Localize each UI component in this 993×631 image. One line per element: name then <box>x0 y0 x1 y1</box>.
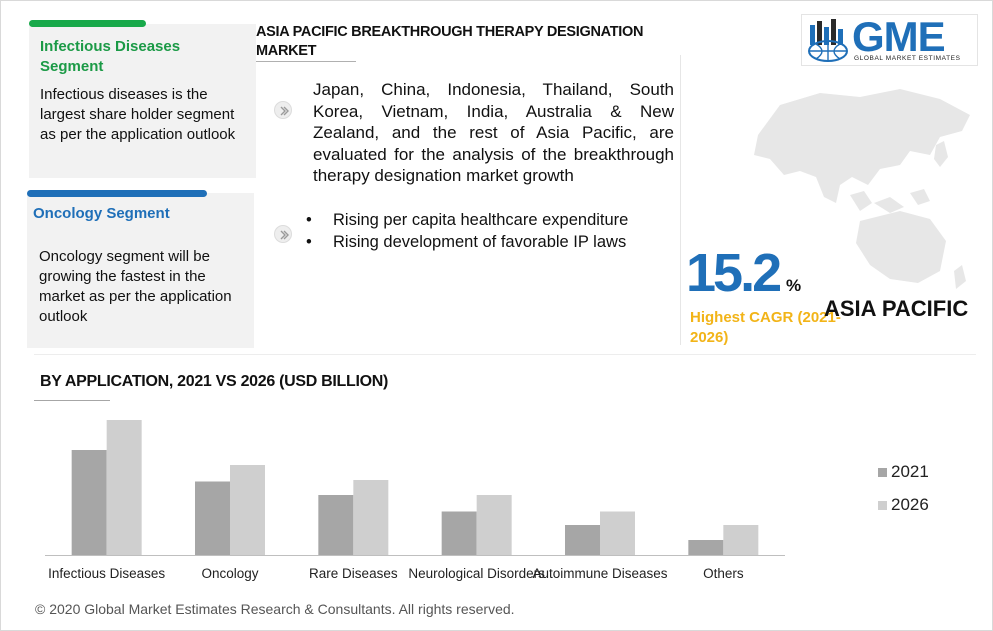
driver-item: Rising per capita healthcare expenditure <box>306 210 636 231</box>
region-label: ASIA PACIFIC <box>824 296 969 321</box>
card-accent-bar <box>29 20 146 27</box>
driver-item: Rising development of favorable IP laws <box>306 232 636 253</box>
copyright-footer: © 2020 Global Market Estimates Research … <box>35 601 515 617</box>
bar-2026-rare-diseases <box>353 480 389 555</box>
bar-2026-neurological-disorders <box>476 495 512 555</box>
infectious-diseases-card: Infectious Diseases Segment Infectious d… <box>29 20 256 178</box>
x-tick-label: Others <box>703 566 744 581</box>
bar-2021-rare-diseases <box>318 495 354 555</box>
legend-item-2021: 2021 <box>878 462 929 482</box>
bar-2026-oncology <box>230 465 265 555</box>
globe-building-icon <box>808 19 848 62</box>
asia-pacific-map <box>754 89 970 289</box>
gme-logo: GME GLOBAL MARKET ESTIMATES <box>801 13 978 66</box>
card-accent-bar <box>27 190 207 197</box>
bar-2021-autoimmune-diseases <box>565 525 600 555</box>
page-title: ASIA PACIFIC BREAKTHROUGH THERAPY DESIGN… <box>256 24 644 59</box>
logo-subtitle: GLOBAL MARKET ESTIMATES <box>854 55 961 62</box>
chevron-right-icon <box>274 225 292 243</box>
cagr-unit: % <box>786 276 802 295</box>
bar-2026-others <box>723 525 759 555</box>
legend-label: 2026 <box>891 495 929 514</box>
vertical-divider <box>680 55 681 345</box>
legend-swatch <box>878 467 887 477</box>
x-tick-label: Oncology <box>201 566 258 581</box>
chevron-right-icon <box>274 101 292 119</box>
logo-text: GME <box>852 13 946 60</box>
x-tick-label: Autoimmune Diseases <box>532 566 667 581</box>
card-title: Oncology Segment <box>33 205 170 222</box>
title-underline <box>256 61 356 62</box>
cagr-label: Highest CAGR (2021-2026) <box>690 309 841 346</box>
regions-paragraph: Japan, China, Indonesia, Thailand, South… <box>313 80 674 185</box>
legend-item-2026: 2026 <box>878 495 929 515</box>
chart-title-underline <box>34 400 110 401</box>
chart-title: BY APPLICATION, 2021 VS 2026 (USD BILLIO… <box>40 373 389 390</box>
bar-2026-autoimmune-diseases <box>600 511 635 555</box>
bar-2021-oncology <box>195 481 230 555</box>
bar-2021-infectious-diseases <box>71 450 107 555</box>
card-body: Infectious diseases is the largest share… <box>40 86 236 143</box>
cagr-value: 15.2 <box>686 243 782 303</box>
oncology-card: Oncology Segment Oncology segment will b… <box>27 190 254 348</box>
drivers-list: Rising per capita healthcare expenditure… <box>306 210 636 254</box>
x-tick-label: Neurological Disorders <box>408 566 545 581</box>
bar-2021-others <box>688 540 724 555</box>
legend-swatch <box>878 500 887 510</box>
x-tick-label: Rare Diseases <box>309 566 398 581</box>
legend-label: 2021 <box>891 462 929 481</box>
x-tick-label: Infectious Diseases <box>48 566 165 581</box>
card-title: Infectious Diseases Segment <box>40 38 181 75</box>
bar-2026-infectious-diseases <box>106 420 142 555</box>
card-body: Oncology segment will be growing the fas… <box>39 248 232 325</box>
horizontal-divider <box>34 354 976 355</box>
bar-2021-neurological-disorders <box>441 511 477 555</box>
